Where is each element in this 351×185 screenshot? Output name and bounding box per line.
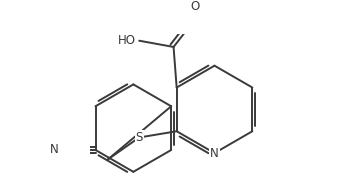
Text: HO: HO [118, 34, 136, 47]
Text: O: O [191, 0, 200, 13]
Text: N: N [210, 147, 219, 160]
Text: S: S [135, 131, 143, 144]
Text: N: N [50, 144, 59, 157]
